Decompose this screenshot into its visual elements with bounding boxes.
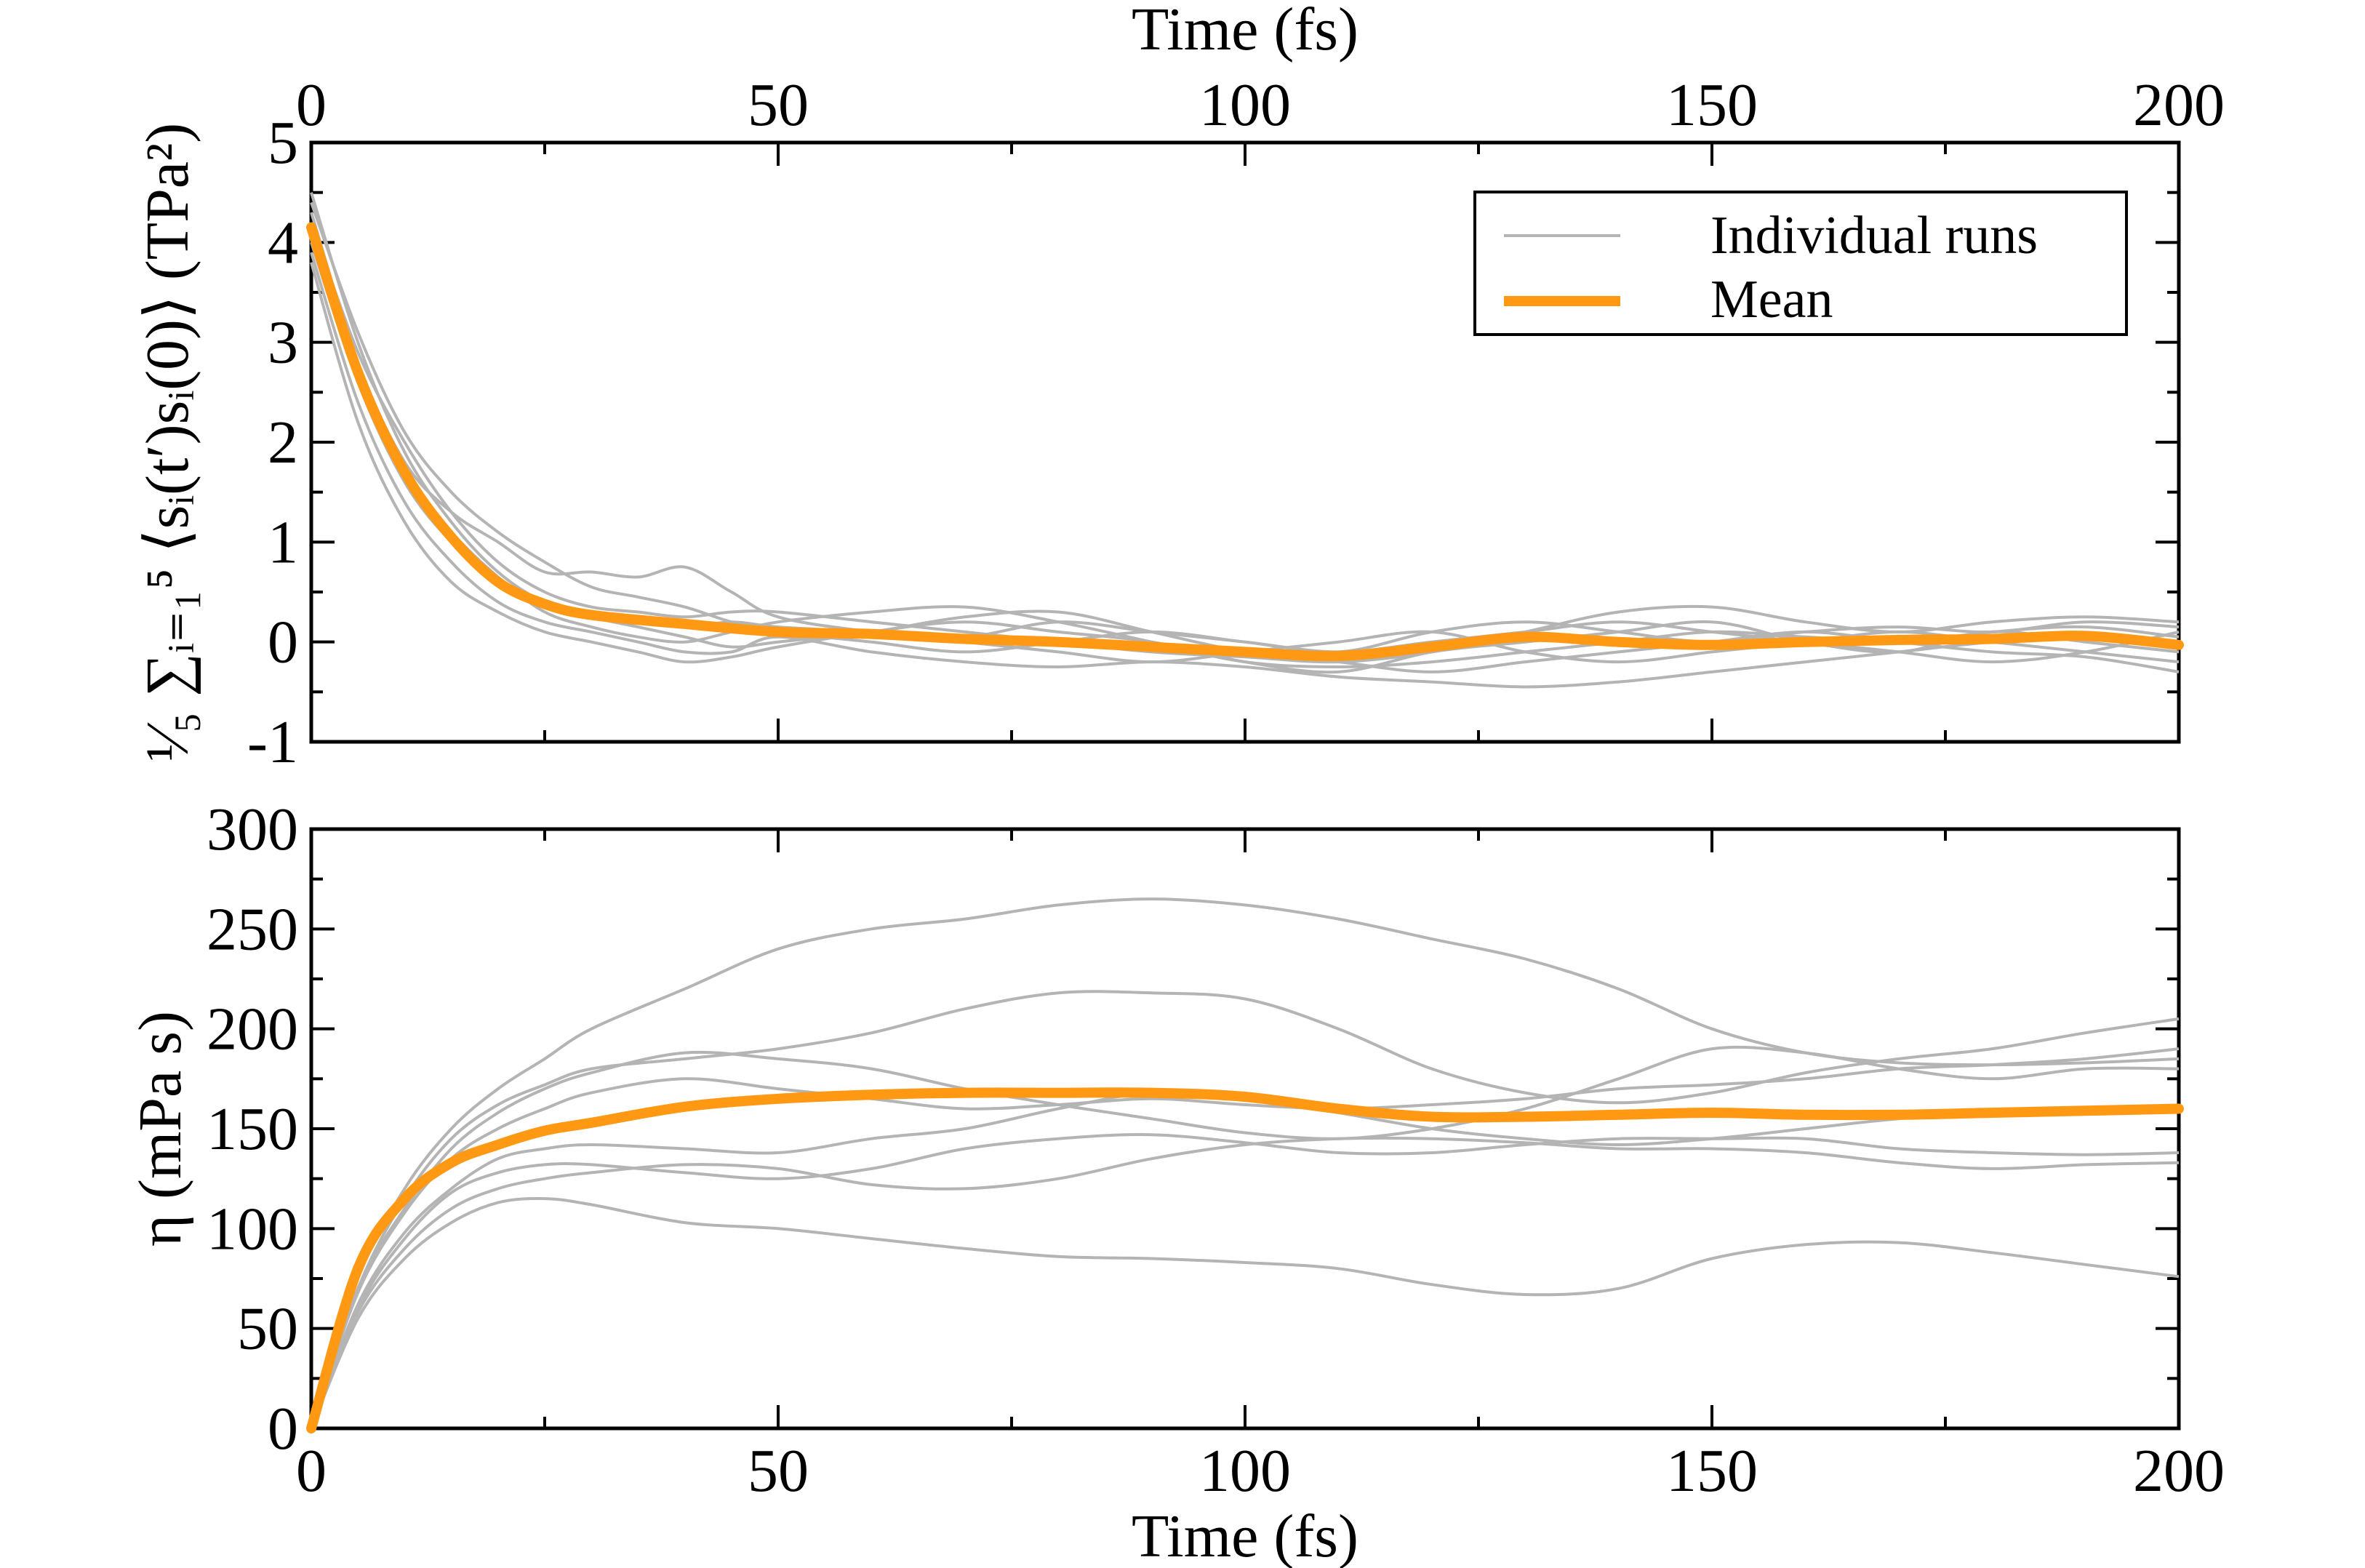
bottom-plot-frame	[309, 827, 2181, 1431]
x-tick-label: 200	[2133, 71, 2225, 139]
bottom-individual-runs	[310, 897, 2180, 1429]
legend-label-mean: Mean	[1710, 270, 1833, 329]
individual-run-line-2	[310, 990, 2180, 1429]
y-tick-label: 300	[207, 796, 298, 863]
legend-box	[1473, 191, 2128, 336]
individual-run-line-3	[310, 1045, 2180, 1429]
y-tick-label: -1	[247, 708, 298, 776]
bottom-x-axis-title: Time (fs)	[1132, 1503, 1358, 1568]
top-panel: 0 50 100 150 200 -1 0 1 2 3 4 5 Time (fs) ¹⁄₅ ∑ᵢ₌₁⁵…	[134, 0, 2225, 776]
x-tick-label: 100	[1199, 71, 1291, 139]
x-tick-label: 0	[296, 1437, 327, 1505]
y-tick-label: 3	[268, 309, 298, 377]
y-tick-label: 150	[207, 1095, 298, 1163]
y-tick-label: 1	[268, 508, 298, 576]
legend: Individual runs Mean	[1473, 191, 2128, 336]
top-mean-line	[306, 222, 2184, 662]
y-tick-label: 2	[268, 409, 298, 476]
bottom-mean-line	[306, 1087, 2184, 1433]
legend-label-individual-runs: Individual runs	[1710, 206, 2038, 265]
x-tick-label: 200	[2133, 1437, 2225, 1505]
y-tick-label: 5	[268, 109, 298, 177]
y-tick-label: 4	[268, 209, 298, 276]
individual-run-line-6	[310, 1133, 2180, 1429]
y-tick-label: 250	[207, 895, 298, 963]
y-tick-label: 200	[207, 996, 298, 1063]
y-tick-label: 50	[237, 1295, 298, 1363]
top-x-axis-title: Time (fs)	[1132, 0, 1358, 63]
bottom-ticks: 0 50 100 150 200 0 50 100 150 200 250 300	[207, 796, 2225, 1505]
x-tick-label: 100	[1199, 1437, 1291, 1505]
individual-run-line-6	[310, 252, 2180, 689]
x-tick-label: 150	[1666, 71, 1758, 139]
y-tick-label: 0	[268, 1395, 298, 1463]
bottom-panel: 0 50 100 150 200 0 50 100 150 200 250 300 Time (fs)…	[127, 796, 2225, 1568]
individual-run-line-8	[310, 1196, 2180, 1429]
mean-line	[306, 222, 2184, 662]
x-tick-label: 0	[296, 71, 327, 139]
x-tick-label: 150	[1666, 1437, 1758, 1505]
individual-run-line-4	[310, 1047, 2180, 1429]
y-tick-label: 100	[207, 1195, 298, 1263]
individual-run-line-7	[310, 1136, 2180, 1429]
y-tick-label: 0	[268, 609, 298, 676]
bottom-y-axis-title: η (mPa s)	[127, 1011, 194, 1247]
top-y-axis-title: ¹⁄₅ ∑ᵢ₌₁⁵ ⟨sᵢ(t′)sᵢ(0)⟩ (TPa²)	[134, 123, 201, 761]
top-ticks: 0 50 100 150 200 -1 0 1 2 3 4 5	[247, 71, 2225, 776]
mean-line	[306, 1087, 2184, 1433]
x-tick-label: 50	[748, 71, 809, 139]
x-tick-label: 50	[748, 1437, 809, 1505]
